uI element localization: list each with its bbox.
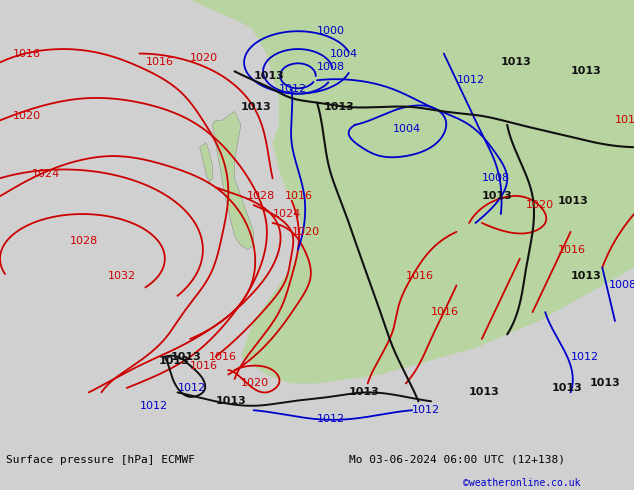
Text: 1016: 1016: [431, 307, 459, 317]
Polygon shape: [190, 0, 634, 138]
Text: 1013: 1013: [241, 102, 272, 112]
Text: 1016: 1016: [615, 115, 634, 125]
Polygon shape: [228, 0, 634, 384]
Text: 1020: 1020: [526, 200, 554, 210]
Text: 1028: 1028: [247, 191, 276, 201]
Text: 1013: 1013: [571, 271, 602, 281]
Text: 1013: 1013: [323, 102, 354, 112]
Text: 1013: 1013: [571, 66, 602, 76]
Text: 1013: 1013: [216, 396, 247, 406]
Text: 1013: 1013: [158, 356, 190, 366]
Polygon shape: [266, 0, 520, 107]
Text: 1004: 1004: [330, 49, 358, 58]
Polygon shape: [212, 112, 254, 250]
Text: 1016: 1016: [146, 57, 174, 68]
Text: 1024: 1024: [32, 169, 60, 179]
Text: 1013: 1013: [552, 383, 583, 393]
Text: ©weatheronline.co.uk: ©weatheronline.co.uk: [463, 478, 580, 488]
Text: 1013: 1013: [482, 191, 513, 201]
Text: 1016: 1016: [406, 271, 434, 281]
Text: 1013: 1013: [349, 388, 380, 397]
Text: 1008: 1008: [482, 173, 510, 183]
Text: 1016: 1016: [190, 361, 218, 370]
Text: 1024: 1024: [273, 209, 301, 219]
Text: 1013: 1013: [590, 378, 621, 389]
Text: 1000: 1000: [317, 26, 345, 36]
Text: 1016: 1016: [13, 49, 41, 58]
Text: Surface pressure [hPa] ECMWF: Surface pressure [hPa] ECMWF: [6, 455, 195, 465]
Text: 1012: 1012: [178, 383, 205, 393]
Text: 1013: 1013: [501, 57, 532, 68]
Text: 1012: 1012: [571, 352, 598, 362]
Text: 1028: 1028: [70, 236, 98, 246]
Text: 1012: 1012: [317, 414, 345, 424]
Text: 1013: 1013: [558, 196, 589, 206]
Text: 1012: 1012: [279, 84, 307, 94]
Text: 1008: 1008: [609, 280, 634, 291]
Text: 1020: 1020: [13, 111, 41, 121]
Text: 1016: 1016: [209, 352, 237, 362]
Text: 1020: 1020: [241, 378, 269, 389]
Text: 1016: 1016: [285, 191, 313, 201]
Text: 1004: 1004: [393, 124, 421, 134]
Text: 1020: 1020: [292, 227, 320, 237]
Text: 1020: 1020: [190, 53, 218, 63]
Text: 1016: 1016: [558, 245, 586, 255]
Text: 1013: 1013: [254, 71, 285, 81]
Text: 1013: 1013: [469, 388, 500, 397]
Text: Mo 03-06-2024 06:00 UTC (12+138): Mo 03-06-2024 06:00 UTC (12+138): [349, 455, 565, 465]
Text: 1012: 1012: [139, 401, 167, 411]
Polygon shape: [200, 143, 212, 183]
Text: 1012: 1012: [412, 405, 440, 415]
Text: 1032: 1032: [108, 271, 136, 281]
Text: 1008: 1008: [317, 62, 345, 72]
Text: 1012: 1012: [456, 75, 484, 85]
Text: 1013: 1013: [171, 352, 202, 362]
